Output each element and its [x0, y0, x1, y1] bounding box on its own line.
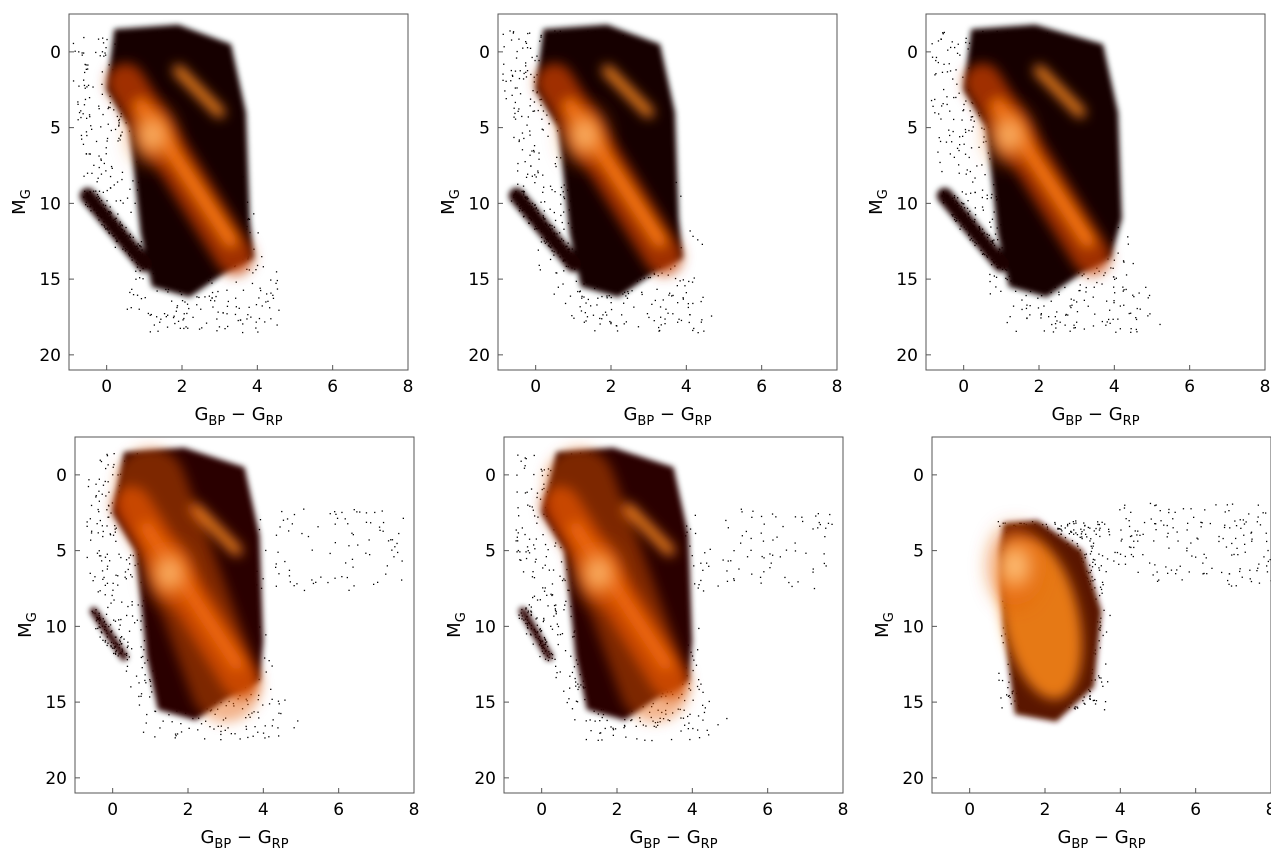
- y-tick-label: 5: [913, 542, 924, 562]
- x-tick-label: 8: [403, 377, 414, 397]
- axes-frame: [497, 13, 838, 371]
- panel-r2c1: 0 2 4 6 8 0 5 10 15 20 GBP − GRP MG: [15, 436, 420, 849]
- x-tick-label: 4: [258, 800, 269, 820]
- y-tick-label: 0: [907, 43, 918, 63]
- panel-r1c1: 0 2 4 6 8 0 5 10 15 20 GBP − GRP MG: [9, 13, 414, 429]
- x-axis-label: GBP − GRP: [1057, 827, 1145, 849]
- y-tick-label: 10: [896, 194, 918, 214]
- y-tick-label: 20: [468, 346, 490, 366]
- panel-r1c3: 0 2 4 6 8 0 5 10 15 20 GBP − GRP MG: [866, 13, 1271, 429]
- y-tick-label: 5: [479, 119, 490, 139]
- y-tick-label: 20: [474, 769, 496, 789]
- x-tick-label: 8: [1260, 377, 1271, 397]
- y-tick-label: 20: [45, 769, 67, 789]
- x-axis-label: GBP − GRP: [194, 404, 282, 429]
- y-tick-label: 0: [479, 43, 490, 63]
- x-tick-label: 2: [606, 377, 617, 397]
- y-axis-label: MG: [9, 189, 34, 215]
- x-tick-label: 6: [327, 377, 338, 397]
- x-tick-label: 2: [177, 377, 188, 397]
- y-axis-label: MG: [866, 189, 891, 215]
- x-tick-label: 6: [1190, 800, 1201, 820]
- density-plot: [930, 24, 1161, 333]
- density-plot: [988, 502, 1271, 722]
- x-tick-label: 6: [756, 377, 767, 397]
- x-tick-label: 4: [687, 800, 698, 820]
- y-axis-label: MG: [872, 612, 897, 638]
- x-tick-label: 6: [1184, 377, 1195, 397]
- panel-r1c2: 0 2 4 6 8 0 5 10 15 20 GBP − GRP MG: [438, 13, 843, 429]
- x-tick-label: 0: [964, 800, 975, 820]
- y-tick-label: 0: [913, 466, 924, 486]
- x-tick-label: 8: [409, 800, 420, 820]
- y-tick-label: 15: [474, 693, 496, 713]
- density-peak: [562, 105, 607, 166]
- x-tick-label: 6: [333, 800, 344, 820]
- x-tick-label: 0: [530, 377, 541, 397]
- y-tick-label: 5: [485, 542, 496, 562]
- y-tick-label: 10: [468, 194, 490, 214]
- x-tick-label: 6: [762, 800, 773, 820]
- density-plot: [515, 447, 833, 742]
- y-tick-label: 20: [896, 346, 918, 366]
- y-tick-label: 0: [50, 43, 61, 63]
- y-tick-label: 20: [902, 769, 924, 789]
- x-tick-label: 0: [536, 800, 547, 820]
- density-plot: [86, 447, 404, 741]
- panel-r2c2: 0 2 4 6 8 0 5 10 15 20 GBP − GRP MG: [444, 436, 849, 849]
- x-tick-label: 8: [832, 377, 843, 397]
- axes-frame: [925, 13, 1266, 371]
- y-tick-label: 5: [56, 542, 67, 562]
- x-axis-label: GBP − GRP: [629, 827, 717, 849]
- y-tick-label: 5: [907, 119, 918, 139]
- x-tick-label: 0: [107, 800, 118, 820]
- density-peak: [988, 523, 1041, 608]
- y-axis-label: MG: [444, 612, 469, 638]
- axes-frame: [74, 436, 415, 794]
- y-tick-label: 0: [485, 466, 496, 486]
- x-tick-label: 4: [1109, 377, 1120, 397]
- axes-frame: [68, 13, 409, 371]
- x-tick-label: 4: [252, 377, 263, 397]
- x-tick-label: 8: [1266, 800, 1271, 820]
- y-tick-label: 15: [468, 270, 490, 290]
- y-tick-label: 10: [39, 194, 61, 214]
- axes-frame: [931, 436, 1271, 794]
- panel-r2c3: 0 2 4 6 8 0 5 10 15 20 GBP − GRP MG: [872, 436, 1271, 849]
- y-tick-label: 15: [902, 693, 924, 713]
- x-tick-label: 2: [1034, 377, 1045, 397]
- x-tick-label: 4: [681, 377, 692, 397]
- y-tick-label: 5: [50, 119, 61, 139]
- y-tick-label: 10: [474, 617, 496, 637]
- y-tick-label: 15: [896, 270, 918, 290]
- y-tick-label: 15: [39, 270, 61, 290]
- density-peak: [576, 543, 621, 604]
- y-tick-label: 10: [902, 617, 924, 637]
- density-peak: [147, 543, 192, 604]
- density-plot: [72, 24, 280, 334]
- density-plot: [502, 24, 713, 334]
- x-axis-label: GBP − GRP: [1051, 404, 1139, 429]
- x-axis-label: GBP − GRP: [200, 827, 288, 849]
- y-tick-label: 10: [45, 617, 67, 637]
- y-tick-label: 0: [56, 466, 67, 486]
- x-tick-label: 2: [1040, 800, 1051, 820]
- x-tick-label: 8: [838, 800, 849, 820]
- x-tick-label: 2: [612, 800, 623, 820]
- density-peak: [129, 105, 174, 166]
- x-tick-label: 2: [183, 800, 194, 820]
- x-axis-label: GBP − GRP: [623, 404, 711, 429]
- y-tick-label: 15: [45, 693, 67, 713]
- y-tick-label: 20: [39, 346, 61, 366]
- x-tick-label: 0: [958, 377, 969, 397]
- density-peak: [986, 105, 1031, 166]
- x-tick-label: 4: [1115, 800, 1126, 820]
- y-axis-label: MG: [438, 189, 463, 215]
- y-axis-label: MG: [15, 612, 40, 638]
- x-tick-label: 0: [101, 377, 112, 397]
- axes-frame: [503, 436, 844, 794]
